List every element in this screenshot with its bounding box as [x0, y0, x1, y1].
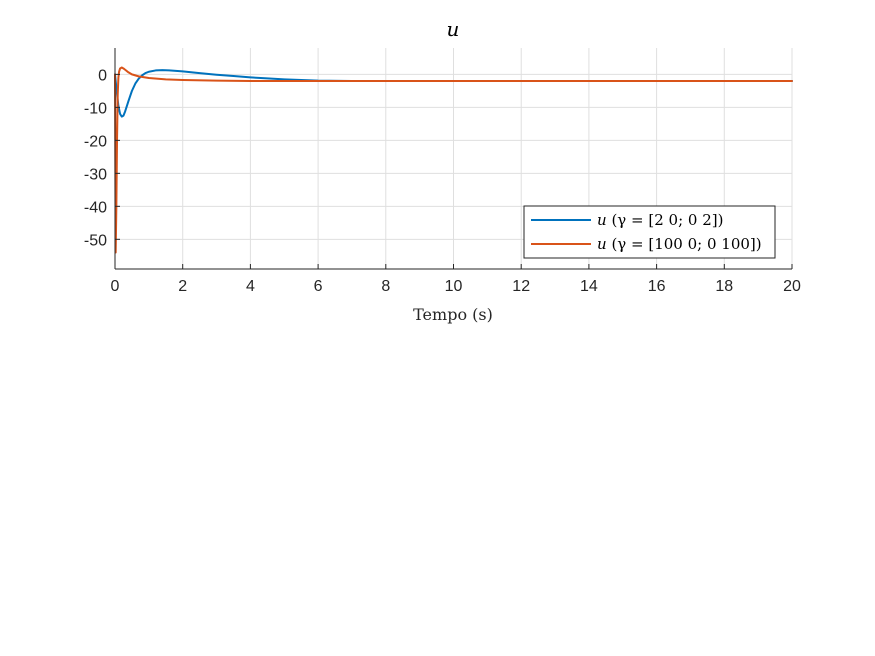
series-layer	[114, 66, 793, 254]
x-tick-label: 0	[111, 278, 120, 295]
y-tick-label: -50	[84, 232, 107, 249]
y-tick-label: -20	[84, 133, 107, 150]
x-tick-label: 16	[648, 278, 666, 295]
y-tick-label: -40	[84, 199, 107, 216]
legend-box	[523, 205, 776, 259]
tick-labels: 0 2 4 6 8 10 12 14 16 18 20 0 -10 -20 -30 -40 -50	[84, 67, 801, 295]
x-tick-label: 14	[580, 278, 598, 295]
chart-title: u	[447, 17, 460, 41]
x-tick-label: 20	[783, 278, 801, 295]
legend-label-2: u (γ = [100 0; 0 100])	[597, 235, 762, 253]
legend-var-2: u	[597, 235, 607, 253]
x-tick-label: 12	[512, 278, 530, 295]
legend-label-1: u (γ = [2 0; 0 2])	[597, 211, 723, 229]
legend-var-1: u	[597, 211, 607, 229]
x-axis-label: Tempo (s)	[413, 305, 493, 324]
axes-lines	[114, 48, 793, 270]
y-tick-label: -30	[84, 166, 107, 183]
x-tick-label: 2	[178, 278, 187, 295]
x-tick-label: 10	[445, 278, 463, 295]
series-line-2	[114, 66, 793, 254]
x-tick-label: 6	[314, 278, 323, 295]
y-tick-label: -10	[84, 100, 107, 117]
x-tick-label: 18	[715, 278, 733, 295]
x-tick-label: 4	[246, 278, 255, 295]
x-tick-label: 8	[381, 278, 390, 295]
y-tick-label: 0	[98, 67, 107, 84]
legend-rest-1: (γ = [2 0; 0 2])	[607, 211, 724, 229]
legend: u (γ = [2 0; 0 2]) u (γ = [100 0; 0 100]…	[523, 205, 776, 259]
legend-rest-2: (γ = [100 0; 0 100])	[607, 235, 762, 253]
